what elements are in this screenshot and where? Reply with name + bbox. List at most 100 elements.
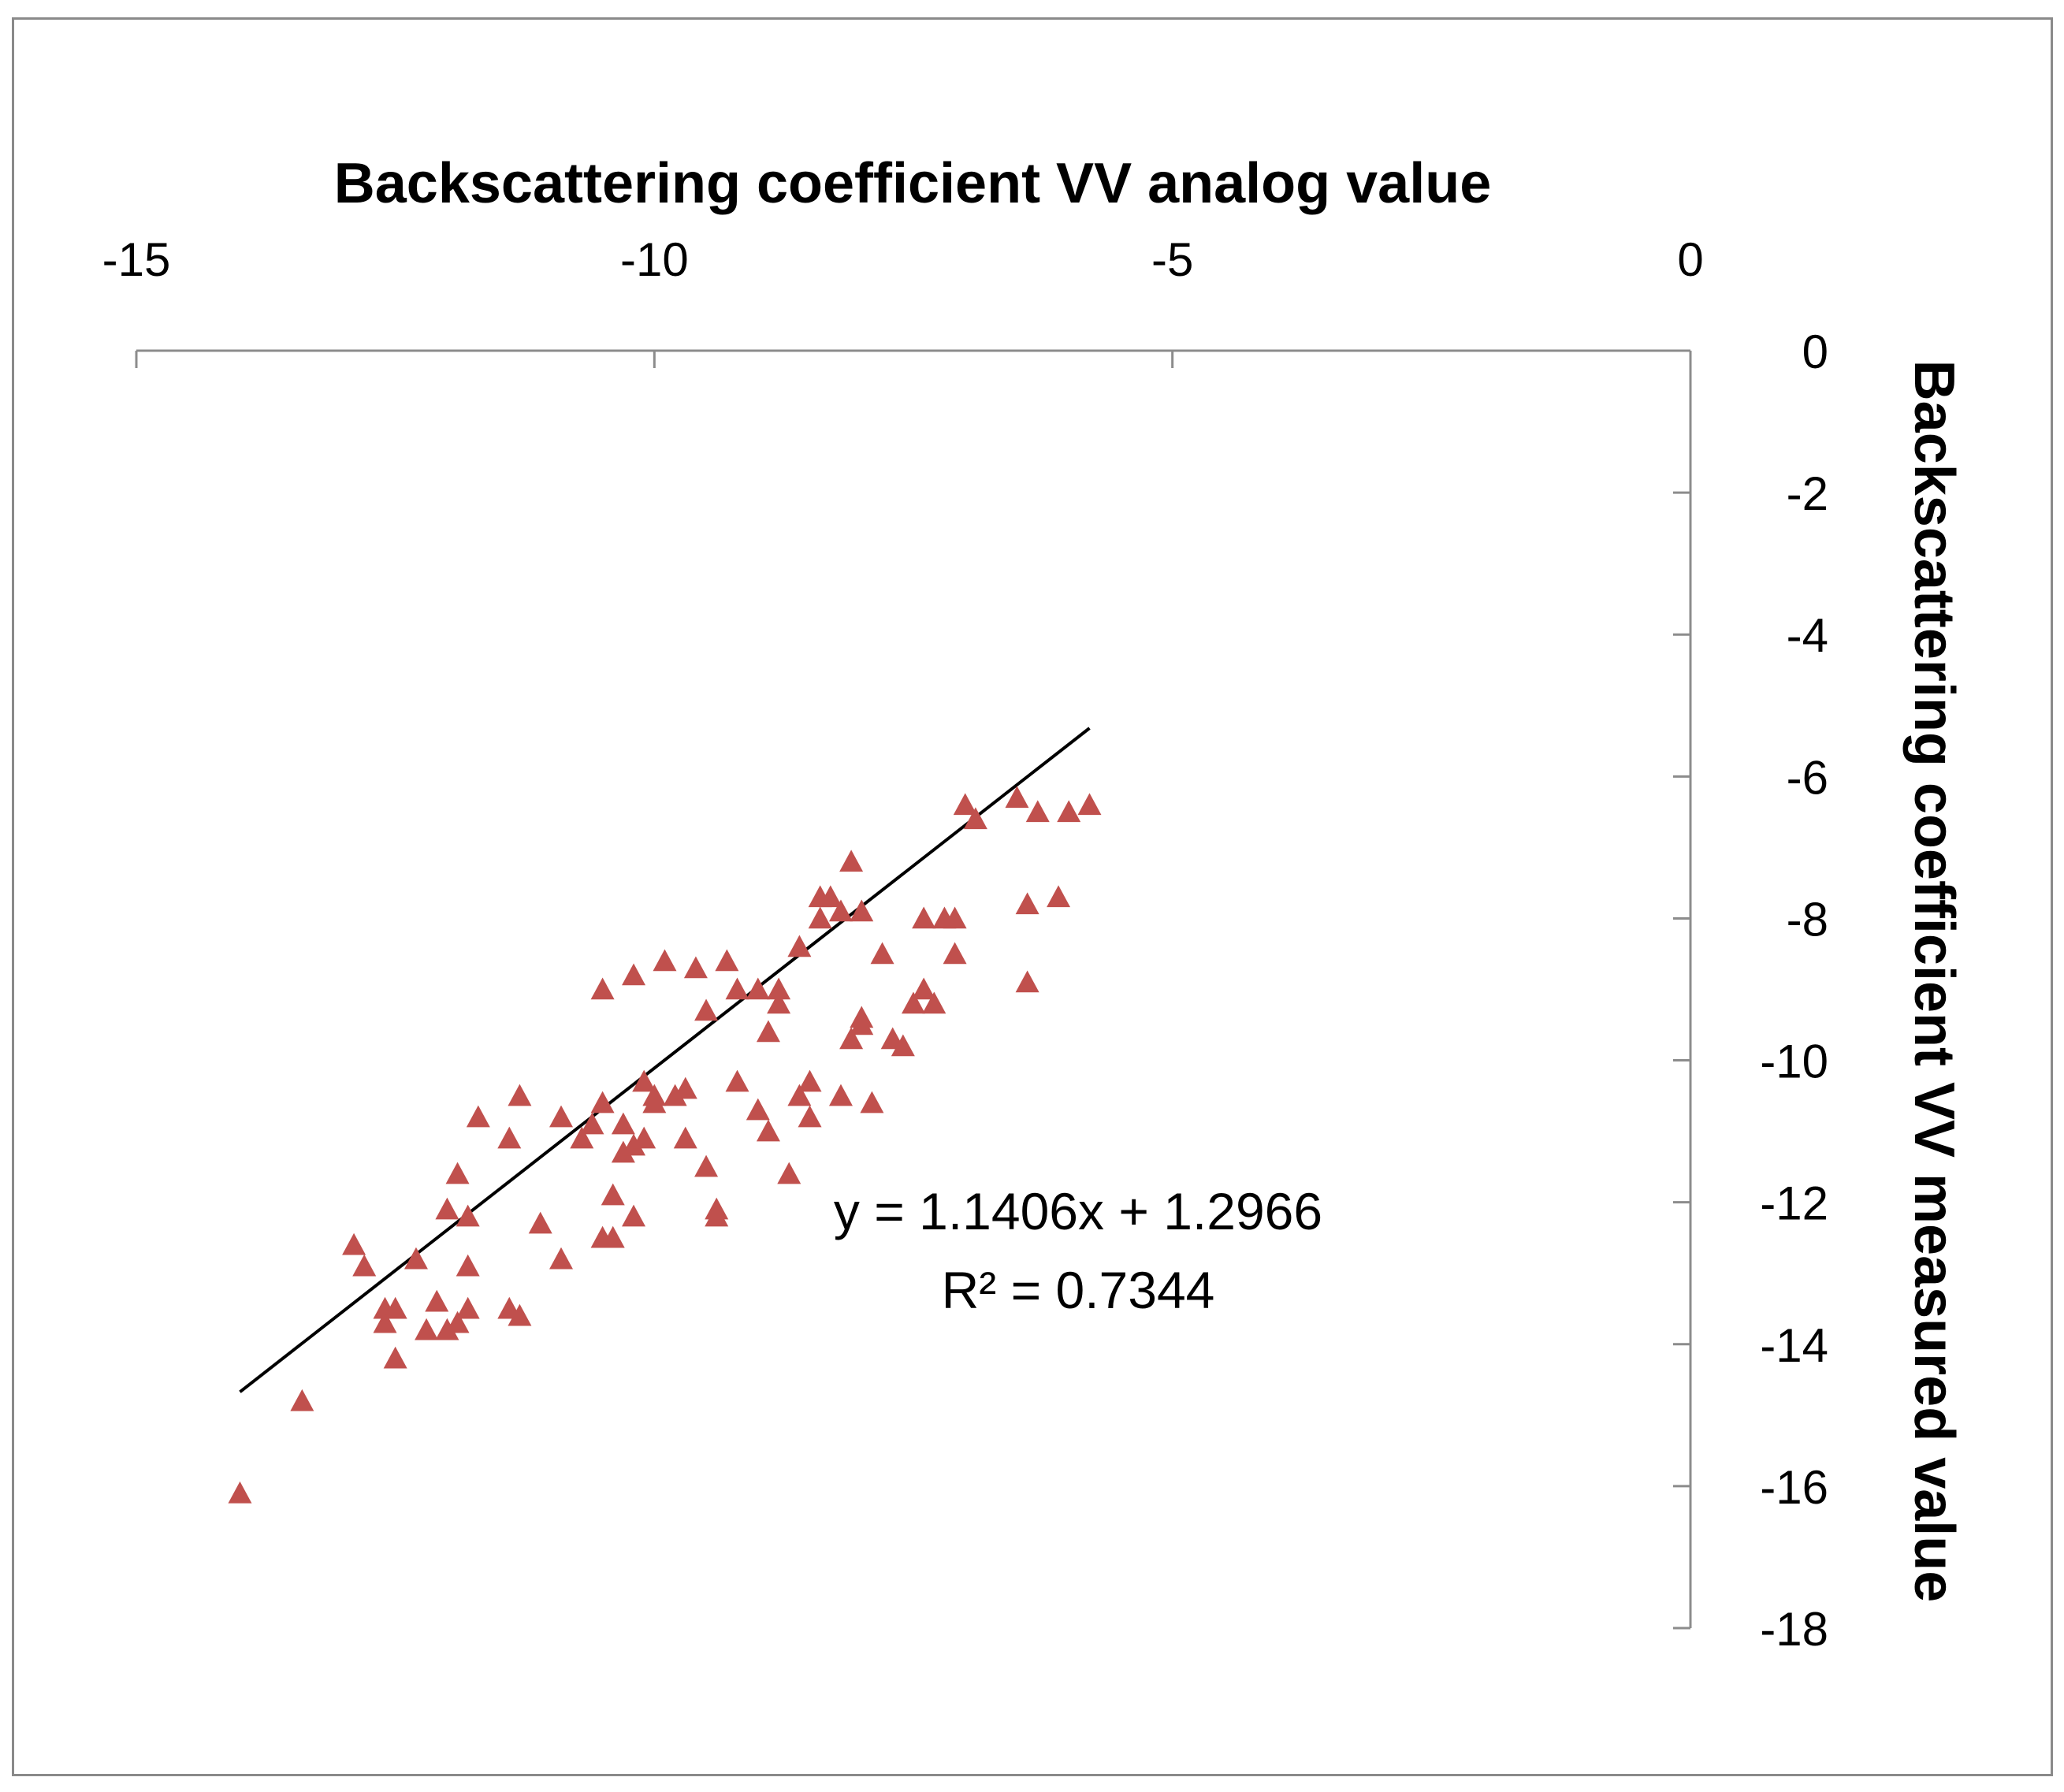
y-tick-label: -14 [1760,1319,1828,1372]
y-tick-label: -2 [1787,467,1828,520]
chart-frame: -15 -10 -5 0 0 -2 -4 -6 -8 -10 -12 -14 -16 -18 Backsca… [12,17,2053,1776]
data-point [860,1091,884,1113]
data-point [953,793,977,816]
chart-canvas: -15 -10 -5 0 0 -2 -4 -6 -8 -10 -12 -14 -16 -18 Backsca… [102,152,1965,1656]
data-point [798,1069,822,1092]
y-tick-label: -18 [1760,1603,1828,1656]
y-tick-label: -16 [1760,1461,1828,1514]
data-point [963,807,987,830]
data-point [891,1034,915,1057]
data-point [570,1126,594,1149]
trendline [239,727,1091,1393]
data-point [787,935,812,957]
data-point [508,1084,532,1106]
y-axis-title: Backscattering coefficient VV measured v… [1902,360,1965,1603]
data-point [528,1211,552,1234]
data-point [456,1296,480,1319]
data-point [383,1346,407,1369]
data-point [1015,892,1039,915]
data-point [850,899,874,922]
data-point [756,1020,780,1043]
data-point [725,1069,749,1092]
data-point [673,1126,697,1149]
data-point [808,906,832,929]
data-point [445,1311,470,1333]
data-point [632,1126,656,1149]
data-point [767,991,791,1014]
data-point [549,1105,574,1128]
data-point [622,1204,646,1227]
data-point [508,1303,532,1326]
data-point [425,1289,449,1312]
data-point [290,1389,314,1411]
y-tick-label: -4 [1787,609,1828,662]
y-tick-label: -10 [1760,1035,1828,1088]
data-point [590,977,615,1000]
data-point [715,949,739,972]
y-tick-label: -8 [1787,893,1828,946]
data-point [590,1091,615,1113]
data-point [580,1112,604,1135]
data-point [683,956,708,979]
data-point [1025,800,1050,823]
data-point [839,850,864,872]
data-point [653,949,677,972]
data-point [435,1197,459,1220]
data-point [1047,885,1071,908]
x-tick-label: -10 [620,233,689,286]
data-point [497,1126,522,1149]
data-point [611,1112,635,1135]
data-point [456,1204,480,1227]
data-point [839,1027,864,1050]
y-tick-label: -6 [1787,751,1828,804]
x-tick-label: -15 [102,233,171,286]
data-point [912,906,936,929]
data-point [767,977,791,1000]
data-point [663,1084,687,1106]
data-point [632,1069,656,1092]
x-axis-title: Backscattering coefficient VV analog val… [334,152,1492,215]
data-point [756,1119,780,1142]
data-point [870,942,894,965]
data-point [383,1296,407,1319]
data-point [828,1084,853,1106]
data-point [943,942,967,965]
data-point [456,1254,480,1277]
data-point [912,977,936,1000]
data-point [777,1162,801,1184]
data-point [746,977,770,1000]
data-point [622,1133,646,1156]
data-point [1015,970,1039,993]
data-point [342,1232,366,1255]
y-tick-label: 0 [1802,325,1828,378]
r-squared-label: R² = 0.7344 [942,1261,1215,1319]
data-point [922,991,946,1014]
data-point [1005,786,1029,809]
data-point [818,885,842,908]
y-tick-label: -12 [1760,1177,1828,1230]
data-point [673,1076,697,1099]
data-point [705,1204,729,1227]
data-point [466,1105,490,1128]
data-point [787,1084,812,1106]
data-point [828,899,853,922]
data-point [798,1105,822,1128]
trendline-equation: y = 1.1406x + 1.2966 [834,1182,1322,1240]
data-point [601,1183,625,1206]
data-point [435,1318,459,1340]
data-point [943,906,967,929]
data-point [445,1162,470,1184]
data-point [694,1154,719,1177]
data-point [601,1225,625,1248]
data-point [1077,793,1102,816]
x-tick-label: 0 [1677,233,1703,286]
x-tick-label: -5 [1151,233,1193,286]
data-point [415,1318,439,1340]
data-point [725,977,749,1000]
data-point [622,963,646,986]
data-point [404,1247,428,1270]
data-point [902,991,925,1014]
data-point [746,1098,770,1121]
data-point [642,1084,667,1106]
data-point [352,1254,377,1277]
